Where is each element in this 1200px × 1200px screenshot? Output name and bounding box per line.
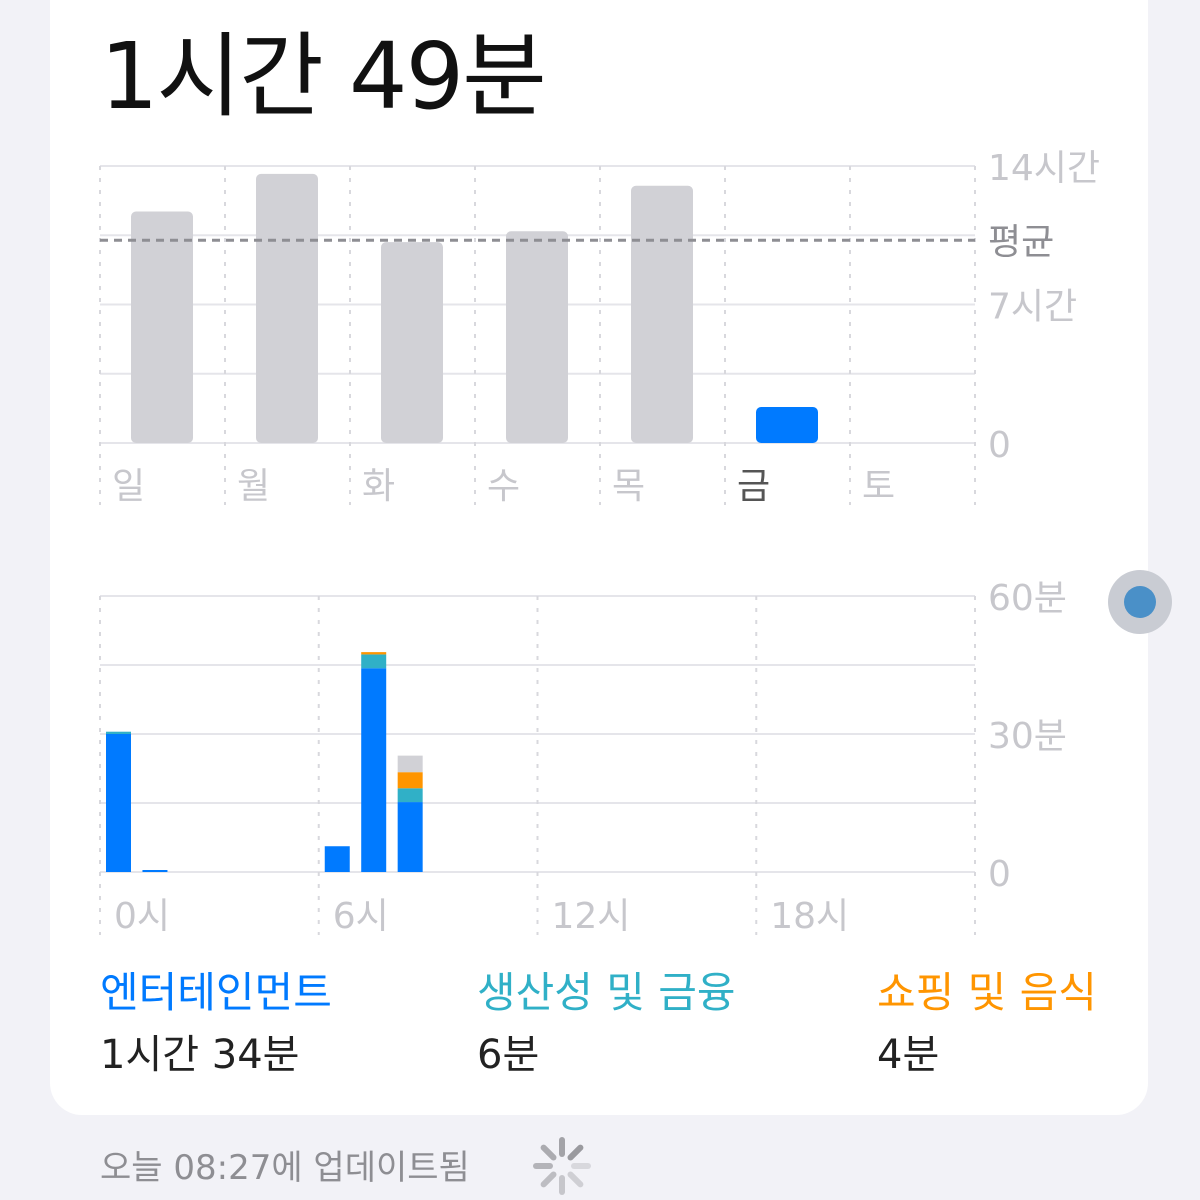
x-tick-label: 18시 [770,896,849,937]
hour-bar-8-segment-2 [397,772,423,789]
day-bar-0 [131,211,193,443]
y-tick-label: 14시간 [988,148,1100,189]
day-bar-5 [756,406,818,443]
hour-bar-8-segment-1 [397,788,423,803]
y-tick-label: 0 [988,854,1011,895]
y-tick-label: 60분 [988,578,1067,619]
legend-value: 1시간 34분 [100,1032,300,1078]
hour-bar-0-segment-0 [106,734,131,872]
legend-entertainment[interactable]: 엔터테인먼트 1시간 34분 [100,965,332,1083]
day-label[interactable]: 수 [487,466,520,507]
y-tick-label: 0 [988,425,1011,466]
hour-bar-6-segment-0 [324,846,350,872]
day-label[interactable]: 금 [737,466,770,507]
spinner-spoke [540,1144,557,1161]
legend-productivity[interactable]: 생산성 및 금융 6분 [477,965,736,1083]
assistive-touch-button[interactable] [1108,570,1172,634]
day-label[interactable]: 월 [237,466,270,507]
legend-shopping[interactable]: 쇼핑 및 음식 4분 [877,965,1097,1083]
spinner-spoke [567,1171,584,1188]
day-label[interactable]: 토 [862,466,895,507]
y-tick-label: 7시간 [988,287,1077,328]
loading-spinner-icon [533,1137,591,1195]
total-screen-time: 1시간 49분 [100,23,547,130]
hour-bar-7-segment-2 [361,652,387,655]
assistive-touch-dot [1124,586,1156,618]
x-tick-label: 0시 [114,896,170,937]
legend-label: 쇼핑 및 음식 [877,968,1097,1017]
hour-bar-8-segment-0 [397,802,423,872]
x-tick-label: 6시 [333,896,389,937]
day-bar-1 [256,173,318,443]
legend-value: 6분 [477,1032,540,1078]
day-label[interactable]: 화 [362,466,395,507]
hour-bar-0-segment-1 [106,731,131,734]
screen-time-card [50,0,1148,1115]
hour-bar-7-segment-0 [361,668,387,872]
hour-bar-1-segment-0 [142,870,168,872]
updated-status: 오늘 08:27에 업데이트됨 [100,1148,470,1188]
legend-value: 4분 [877,1032,940,1078]
day-bar-2 [381,242,443,443]
spinner-spoke [540,1171,557,1188]
x-tick-label: 12시 [552,896,631,937]
hour-bar-8-segment-3 [397,755,423,773]
spinner-spoke [567,1144,584,1161]
legend-label: 생산성 및 금융 [477,968,736,1017]
hour-bar-7-segment-1 [361,654,387,669]
day-bar-3 [506,231,568,443]
day-label[interactable]: 목 [612,466,645,507]
day-bar-4 [631,185,693,444]
average-label: 평균 [988,222,1054,263]
day-label[interactable]: 일 [112,466,145,507]
legend-label: 엔터테인먼트 [100,968,332,1017]
y-tick-label: 30분 [988,716,1067,757]
